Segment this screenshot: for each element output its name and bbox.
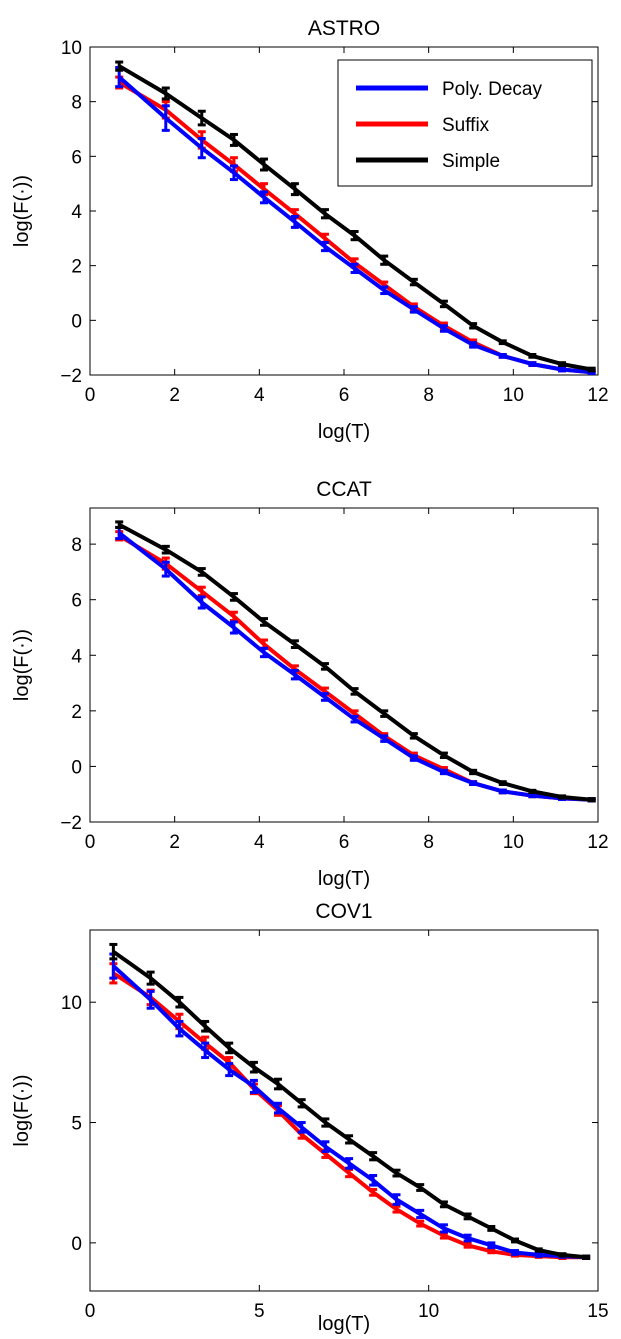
series-simple: [115, 60, 596, 373]
series-line: [118, 64, 592, 372]
series-line: [117, 75, 592, 375]
y-tick-label: 5: [71, 1114, 82, 1135]
y-tick-label: 10: [61, 38, 82, 59]
x-tick-label: 2: [169, 385, 180, 406]
x-axis-label: log(T): [318, 421, 370, 443]
chart-title: ASTRO: [308, 17, 380, 40]
x-axis-label: log(T): [318, 1313, 370, 1335]
y-tick-label: 4: [71, 202, 82, 223]
x-tick-label: 4: [254, 385, 265, 406]
x-tick-label: 8: [423, 385, 434, 406]
x-tick-label: 4: [254, 832, 265, 853]
legend-label: Suffix: [442, 115, 490, 136]
plot-area: [89, 507, 599, 823]
x-axis-label: log(T): [318, 868, 370, 890]
x-tick-label: 10: [503, 385, 524, 406]
y-tick-label: 8: [71, 93, 82, 114]
y-tick-label: 0: [71, 1234, 82, 1255]
series-simple: [109, 942, 591, 1261]
chart-title: CCAT: [316, 478, 372, 501]
x-tick-label: 6: [339, 385, 350, 406]
chart-panel-cov1: COV1 0 5 10 15 0 5 10 log(T) log(F(·)): [11, 900, 609, 1335]
y-tick-label: 8: [71, 535, 82, 556]
y-tick-label: 6: [71, 591, 82, 612]
legend-label: Poly. Decay: [442, 79, 542, 100]
x-tick-label: 8: [423, 832, 434, 853]
series-line: [118, 522, 592, 802]
chart-title: COV1: [315, 900, 372, 923]
series-poly-decay: [109, 952, 591, 1261]
y-tick-label: 0: [71, 757, 82, 778]
x-tick-label: 12: [587, 385, 608, 406]
y-tick-label: 0: [71, 311, 82, 332]
series-simple: [115, 520, 596, 803]
y-tick-label: 6: [71, 147, 82, 168]
y-tick-label: 10: [61, 993, 82, 1014]
x-tick-label: 2: [169, 832, 180, 853]
y-axis-label: log(F(·)): [11, 1074, 33, 1146]
x-tick-label: 5: [254, 1301, 265, 1322]
y-tick-label: −2: [60, 813, 82, 834]
x-tick-label: 0: [85, 385, 96, 406]
y-tick-label: 2: [71, 702, 82, 723]
x-tick-label: 0: [85, 1301, 96, 1322]
x-tick-label: 0: [85, 832, 96, 853]
y-axis-label: log(F(·)): [11, 175, 33, 247]
x-tick-label: 15: [587, 1301, 608, 1322]
legend-label: Simple: [442, 151, 500, 172]
x-tick-label: 12: [587, 832, 608, 853]
y-tick-label: −2: [60, 366, 82, 387]
y-tick-label: 4: [71, 646, 82, 667]
plot-area: [89, 929, 599, 1292]
y-tick-label: 2: [71, 257, 82, 278]
x-tick-label: 10: [418, 1301, 439, 1322]
x-tick-label: 6: [339, 832, 350, 853]
y-axis-label: log(F(·)): [11, 629, 33, 701]
legend: Poly. Decay Suffix Simple: [337, 59, 593, 187]
x-tick-label: 10: [503, 832, 524, 853]
series-poly-decay: [115, 66, 596, 375]
series-line: [117, 531, 592, 802]
